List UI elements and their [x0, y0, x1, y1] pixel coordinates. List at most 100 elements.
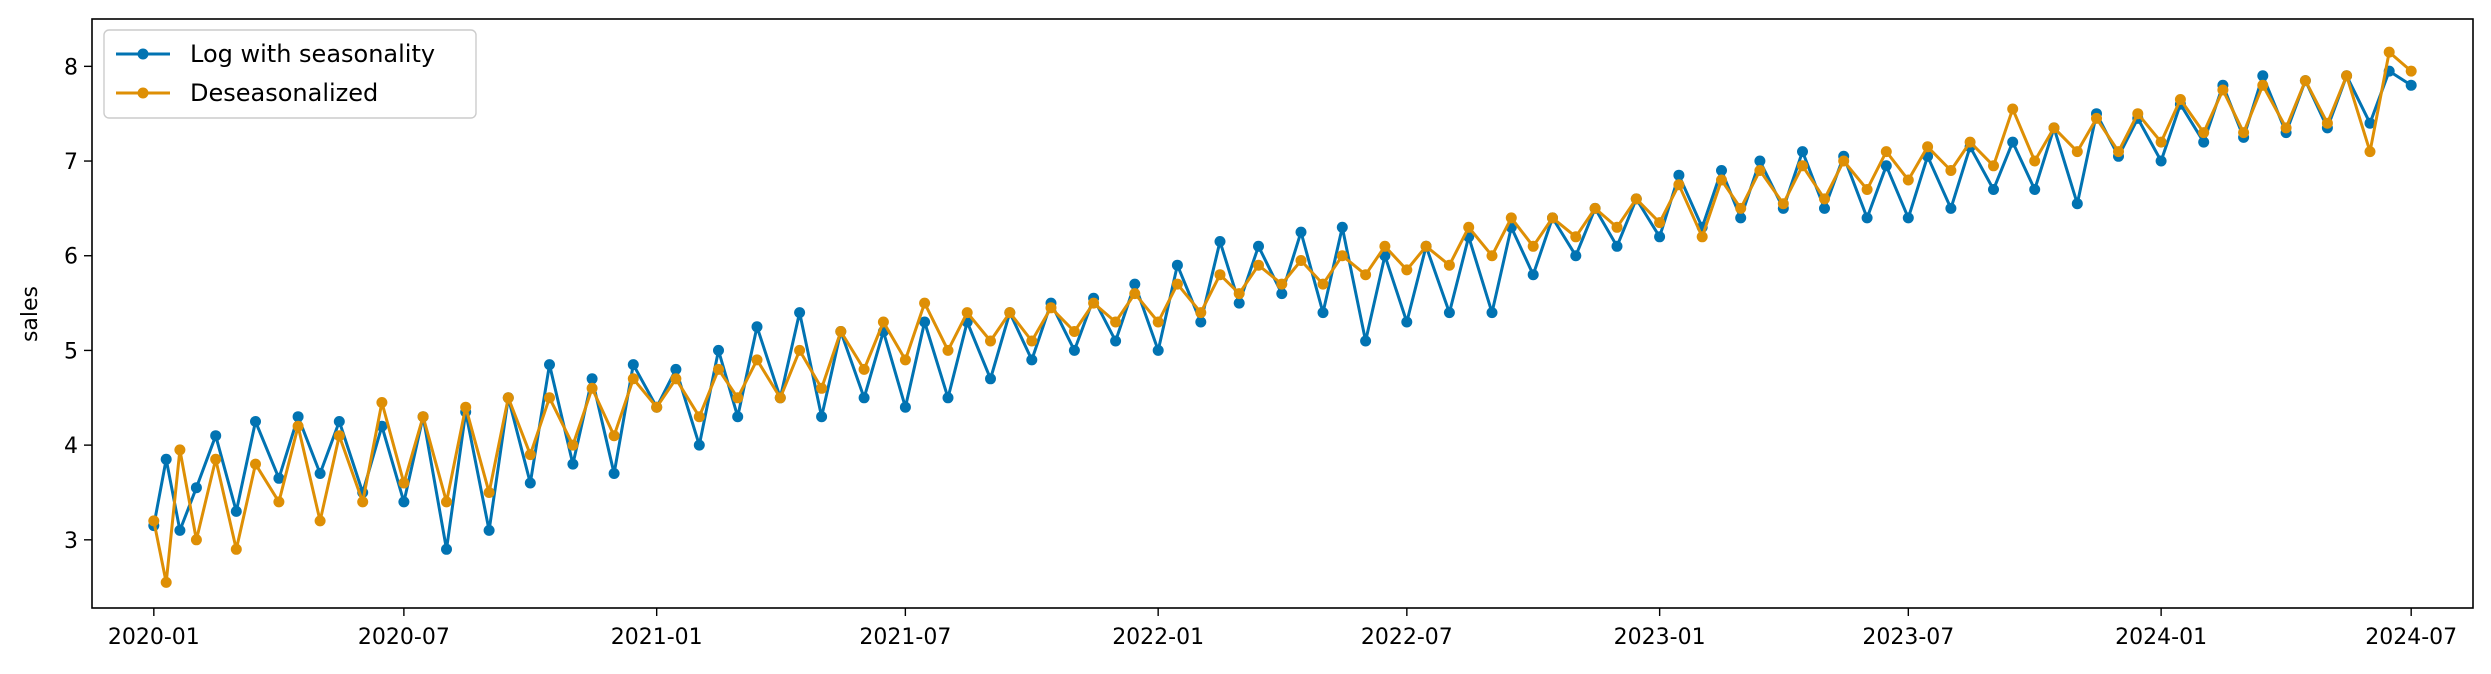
data-point [835, 326, 847, 337]
data-point [1443, 307, 1455, 319]
data-point [2405, 65, 2417, 77]
data-point [1611, 221, 1623, 233]
data-point [1214, 269, 1226, 281]
data-point [2280, 122, 2292, 134]
data-point [1777, 198, 1789, 210]
data-point [627, 359, 639, 371]
data-point [1360, 335, 1372, 347]
data-point [1505, 212, 1517, 224]
data-point [586, 382, 598, 394]
data-point [2091, 112, 2102, 124]
data-point [544, 392, 555, 404]
data-point [693, 411, 705, 423]
data-point [2155, 155, 2167, 167]
data-point [1654, 231, 1666, 243]
data-point [1754, 165, 1766, 176]
data-point [2321, 117, 2333, 129]
data-point [1463, 221, 1475, 233]
data-point [1716, 165, 1727, 176]
data-point [2007, 103, 2019, 115]
data-point [190, 534, 202, 546]
x-tick-label: 2023-07 [1862, 625, 1954, 650]
data-point [1026, 354, 1038, 366]
data-point [2341, 70, 2353, 82]
data-point [942, 392, 954, 404]
data-point [1838, 155, 1850, 167]
data-point [2217, 84, 2229, 96]
data-point [1129, 278, 1141, 290]
data-point [670, 363, 682, 375]
data-point [417, 411, 429, 423]
data-point [1195, 307, 1207, 319]
data-point [1735, 212, 1747, 224]
data-point [210, 453, 222, 465]
data-point [544, 359, 555, 371]
data-point [174, 524, 186, 536]
data-point [1420, 240, 1432, 252]
data-point [942, 344, 954, 356]
data-point [1547, 212, 1558, 224]
data-point [751, 354, 763, 366]
data-point [1716, 174, 1727, 186]
x-tick-label: 2020-07 [358, 625, 450, 650]
data-point [1945, 202, 1957, 214]
data-point [1336, 250, 1348, 262]
data-point [2238, 127, 2250, 139]
data-point [292, 420, 304, 432]
data-point [1443, 259, 1455, 271]
data-point [2198, 127, 2210, 139]
data-point [1214, 236, 1226, 247]
data-point [670, 373, 682, 385]
x-tick-label: 2022-01 [1112, 625, 1204, 650]
data-point [985, 373, 996, 385]
data-point [1360, 269, 1372, 281]
data-point [1276, 288, 1288, 300]
data-point [2383, 46, 2395, 58]
y-tick-label: 4 [64, 434, 78, 459]
data-point [1336, 221, 1348, 233]
series-line [152, 69, 2413, 551]
x-tick-label: 2024-01 [2115, 625, 2207, 650]
data-point [1233, 288, 1245, 300]
y-tick-label: 7 [64, 150, 78, 175]
legend-swatch-marker [137, 48, 149, 60]
data-point [774, 392, 786, 404]
data-point [985, 335, 996, 347]
x-tick-label: 2021-07 [859, 625, 951, 650]
data-point [1880, 146, 1892, 158]
data-point [1379, 240, 1391, 252]
data-point [1673, 169, 1685, 181]
data-point [160, 453, 172, 465]
data-point [1486, 307, 1498, 319]
data-point [1819, 202, 1830, 214]
data-point [1295, 226, 1307, 238]
data-point [1735, 202, 1747, 214]
data-point [1276, 278, 1288, 290]
data-point [1110, 335, 1122, 347]
legend-swatch-marker [137, 87, 149, 99]
y-axis-label: sales [18, 286, 43, 342]
data-point [651, 401, 663, 413]
data-point [376, 397, 388, 408]
data-point [460, 401, 472, 413]
data-point [2007, 136, 2019, 148]
data-point [2029, 184, 2041, 195]
data-point [1696, 231, 1708, 243]
y-tick-label: 6 [64, 245, 78, 270]
data-point [1988, 184, 1999, 195]
data-point [1570, 231, 1582, 243]
data-point [567, 458, 579, 470]
data-point [1152, 344, 1164, 356]
data-point [1819, 193, 1830, 205]
data-point [1527, 240, 1539, 252]
data-point [608, 468, 620, 479]
data-point [483, 487, 495, 498]
data-point [732, 411, 744, 423]
data-point [333, 430, 345, 442]
data-point [1195, 316, 1207, 328]
data-point [567, 439, 579, 451]
data-point [1171, 278, 1183, 290]
data-point [230, 505, 242, 517]
x-tick-label: 2021-01 [611, 625, 703, 650]
